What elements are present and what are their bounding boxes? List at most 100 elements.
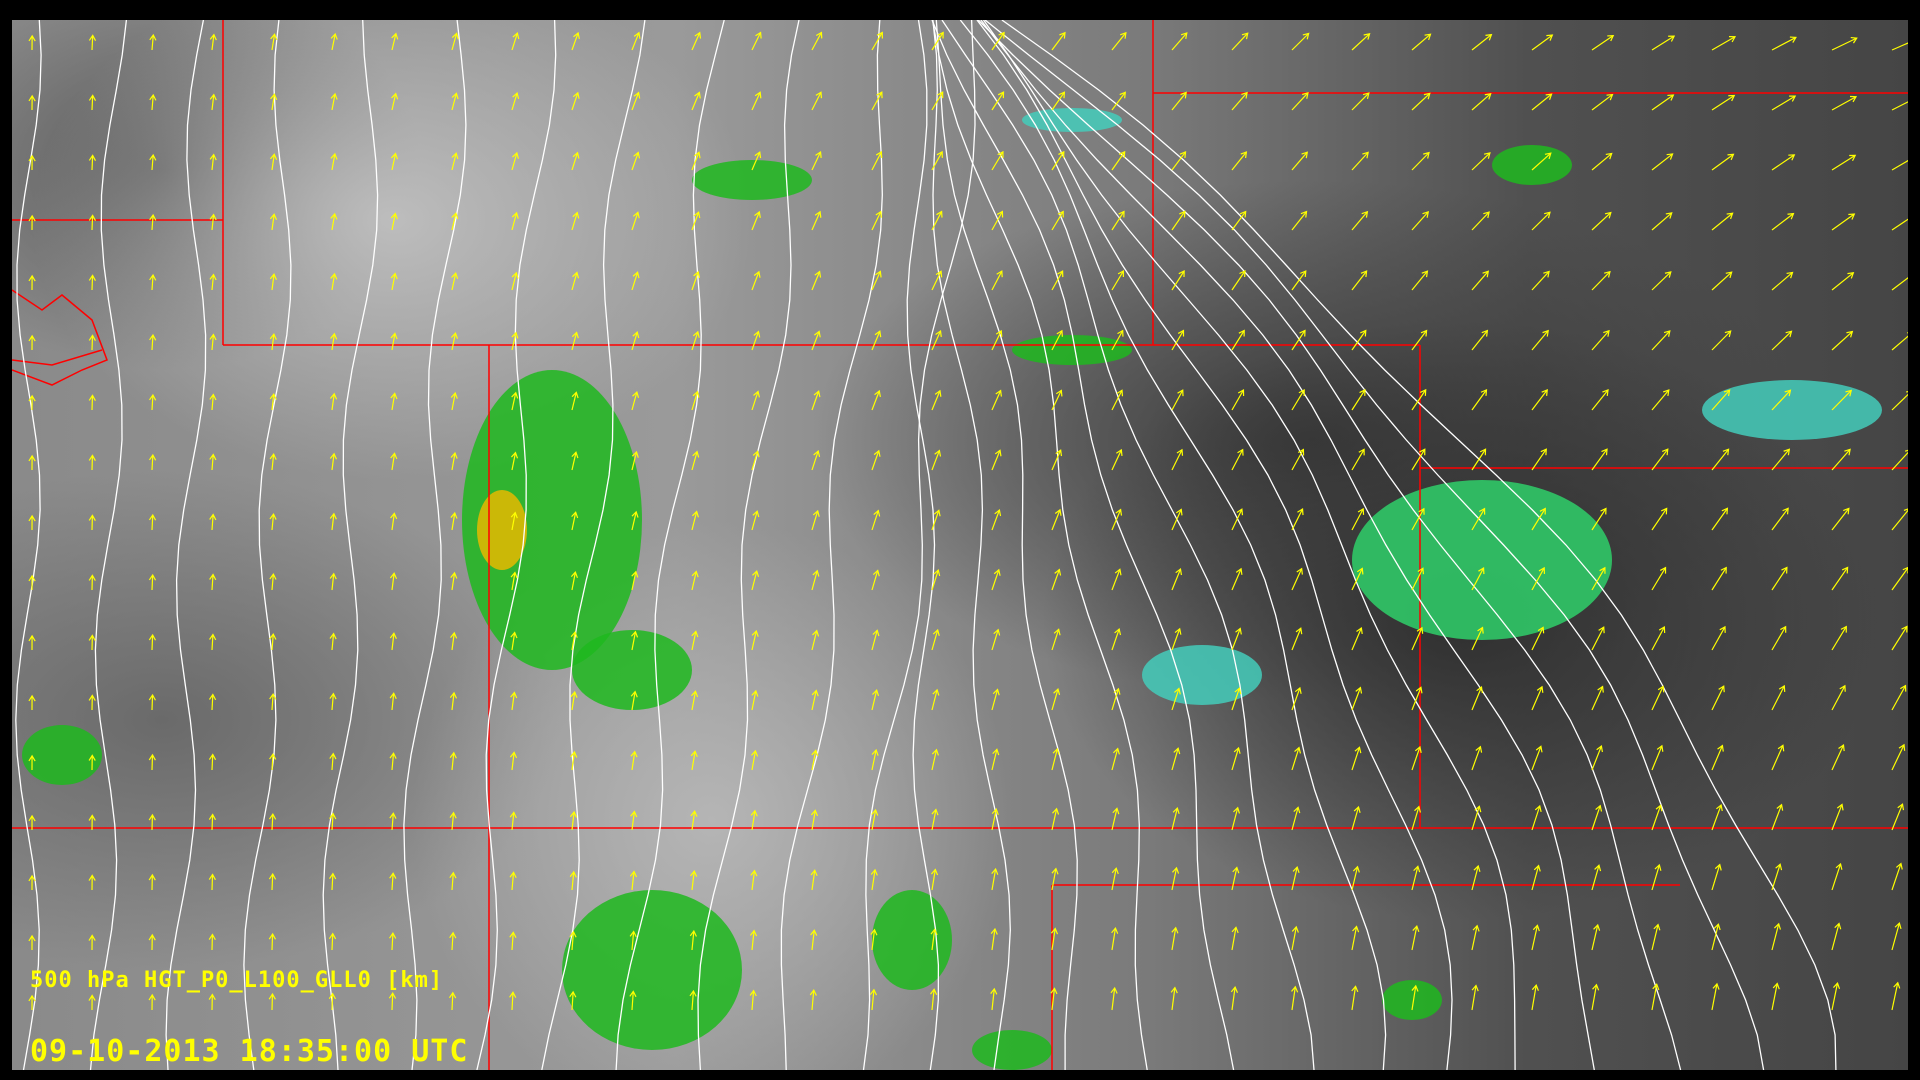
contour-line bbox=[89, 20, 128, 1070]
wind-arrow bbox=[1291, 627, 1303, 651]
wind-arrow bbox=[1111, 31, 1127, 51]
wind-arrow bbox=[1471, 984, 1479, 1011]
wind-arrow bbox=[1111, 389, 1124, 411]
wind-arrow bbox=[1591, 507, 1607, 531]
wind-arrow bbox=[270, 93, 278, 111]
wind-arrow bbox=[1231, 806, 1241, 831]
wind-arrow bbox=[1171, 448, 1184, 471]
wind-arrow bbox=[1831, 507, 1850, 531]
wind-arrow bbox=[931, 748, 939, 771]
wind-arrow bbox=[1651, 625, 1666, 651]
timestamp: 09-10-2013 18:35:00 UTC bbox=[30, 1034, 469, 1069]
wind-arrow bbox=[269, 393, 277, 411]
wind-arrow bbox=[1831, 154, 1857, 171]
wind-arrow bbox=[631, 630, 639, 651]
wind-arrow bbox=[1771, 803, 1784, 831]
wind-arrow bbox=[810, 809, 819, 831]
wind-arrow bbox=[1231, 32, 1249, 51]
wind-arrow bbox=[269, 632, 277, 651]
wind-arrow bbox=[1051, 508, 1062, 531]
contour-line bbox=[977, 20, 1682, 1070]
wind-arrow bbox=[1351, 448, 1365, 471]
wind-arrow bbox=[389, 872, 397, 891]
wind-arrow bbox=[1831, 684, 1846, 711]
wind-arrow bbox=[869, 988, 878, 1011]
contour-line bbox=[931, 20, 1235, 1070]
wind-arrow bbox=[1651, 744, 1664, 771]
wind-arrow bbox=[329, 692, 337, 711]
wind-arrow bbox=[1471, 211, 1490, 231]
radar-echo bbox=[692, 160, 812, 200]
wind-arrow bbox=[1891, 566, 1908, 591]
wind-arrow bbox=[88, 574, 96, 591]
wind-arrow bbox=[1591, 152, 1613, 171]
wind-arrow bbox=[931, 808, 939, 831]
wind-arrow bbox=[1171, 389, 1184, 411]
wind-arrow bbox=[930, 928, 938, 951]
wind-arrow bbox=[1771, 625, 1787, 651]
wind-arrow bbox=[1591, 211, 1612, 231]
wind-arrow bbox=[569, 810, 578, 831]
wind-arrow bbox=[1051, 150, 1065, 171]
wind-arrow bbox=[570, 690, 578, 711]
wind-arrow bbox=[1651, 389, 1670, 411]
wind-arrow bbox=[629, 990, 637, 1011]
wind-arrow bbox=[811, 629, 820, 651]
wind-arrow bbox=[990, 987, 998, 1011]
wind-arrow bbox=[1471, 448, 1487, 471]
wind-arrow bbox=[148, 633, 157, 651]
wind-arrow bbox=[1291, 865, 1300, 891]
wind-arrow bbox=[1651, 983, 1660, 1011]
wind-arrow bbox=[1591, 864, 1602, 891]
wind-arrow bbox=[28, 214, 36, 231]
wind-arrow bbox=[991, 568, 1001, 591]
wind-arrow bbox=[1230, 986, 1239, 1011]
wind-arrow bbox=[991, 449, 1002, 471]
wind-arrow bbox=[209, 93, 217, 111]
wind-arrow bbox=[1711, 744, 1724, 771]
wind-arrow bbox=[571, 91, 580, 111]
wind-arrow bbox=[1050, 927, 1059, 951]
wind-arrow bbox=[1170, 986, 1178, 1011]
wind-arrow bbox=[148, 993, 156, 1011]
wind-arrow bbox=[1111, 687, 1121, 711]
wind-arrow bbox=[1351, 567, 1364, 591]
wind-arrow bbox=[208, 873, 216, 891]
wind-arrow bbox=[149, 213, 157, 231]
wind-arrow bbox=[1111, 568, 1122, 591]
wind-arrow bbox=[28, 454, 36, 471]
wind-arrow bbox=[329, 752, 337, 771]
wind-arrow bbox=[1831, 862, 1843, 891]
wind-arrow bbox=[1771, 36, 1797, 51]
wind-arrow bbox=[1711, 212, 1734, 231]
wind-arrow bbox=[991, 808, 999, 831]
wind-arrow bbox=[1591, 270, 1611, 291]
contour-line bbox=[780, 20, 883, 1070]
contour-line bbox=[906, 20, 940, 1070]
wind-arrow bbox=[1531, 685, 1544, 711]
wind-arrow bbox=[1891, 862, 1903, 891]
wind-arrow bbox=[1171, 32, 1188, 51]
wind-arrow bbox=[510, 691, 518, 711]
wind-arrow bbox=[871, 91, 883, 111]
wind-arrow bbox=[629, 870, 638, 891]
wind-arrow bbox=[269, 333, 277, 351]
wind-arrow bbox=[1531, 329, 1549, 351]
wind-arrow bbox=[571, 511, 579, 531]
wind-arrow bbox=[571, 331, 579, 351]
wind-arrow bbox=[1651, 35, 1676, 51]
wind-arrow bbox=[1891, 218, 1908, 231]
wind-arrow bbox=[1231, 866, 1240, 891]
contour-line bbox=[862, 20, 976, 1070]
radar-echo bbox=[562, 890, 742, 1050]
wind-arrow bbox=[509, 871, 517, 891]
wind-arrow bbox=[1891, 684, 1907, 711]
wind-vectors bbox=[28, 31, 1908, 1011]
wind-arrow bbox=[751, 629, 759, 651]
wind-arrow bbox=[1111, 807, 1120, 831]
wind-arrow bbox=[691, 630, 699, 651]
wind-arrow bbox=[1651, 863, 1662, 891]
wind-arrow bbox=[389, 812, 397, 831]
wind-arrow bbox=[569, 870, 577, 891]
wind-arrow bbox=[269, 752, 277, 771]
